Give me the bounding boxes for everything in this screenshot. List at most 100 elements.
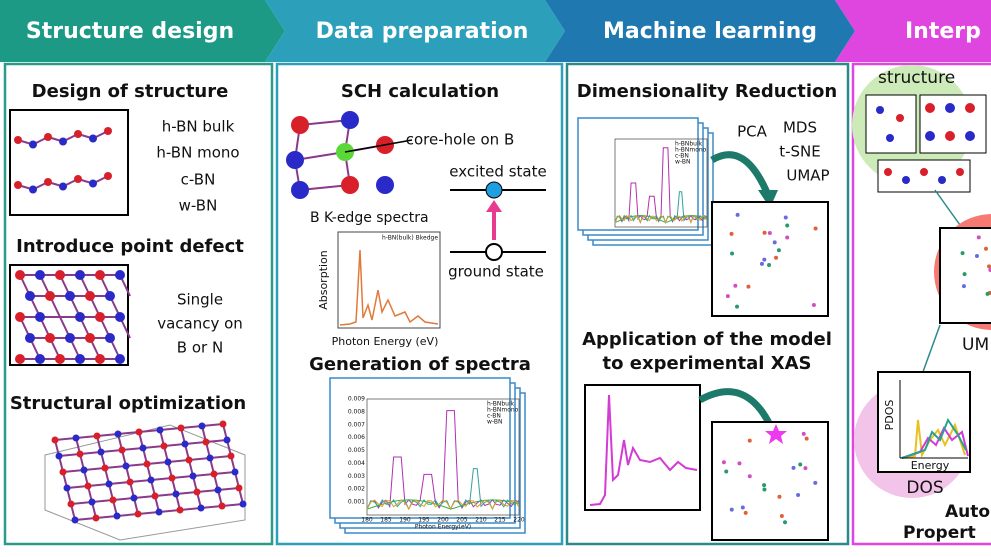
y-tick-label: 0.007: [348, 421, 365, 428]
section-title: SCH calculation: [341, 81, 499, 102]
bond: [142, 445, 165, 449]
atom: [67, 500, 75, 508]
y-label: PDOS: [883, 400, 896, 431]
atom: [876, 106, 884, 114]
atom: [139, 444, 147, 452]
scatter-points: [960, 235, 991, 296]
point: [762, 483, 767, 488]
legend: h-BN(bulk) Bkedge: [382, 235, 438, 242]
y-tick-label: 0.004: [348, 460, 365, 467]
bubble-label: structure: [878, 68, 955, 88]
atom: [71, 516, 79, 524]
bond: [95, 515, 118, 519]
defect-lattice: [15, 270, 131, 364]
atom: [35, 312, 45, 322]
point: [783, 215, 788, 220]
point: [785, 223, 790, 228]
footer-text: Propert: [903, 523, 976, 543]
section-title: Design of structure: [32, 81, 229, 102]
arrow: [698, 388, 774, 427]
bond: [154, 493, 177, 497]
bond: [75, 435, 98, 439]
bond: [158, 509, 181, 513]
defect-text: vacancy on: [157, 315, 243, 333]
connector: [934, 189, 961, 226]
step-label: Machine learning: [603, 19, 817, 44]
atom: [15, 354, 25, 364]
atom: [55, 270, 65, 280]
scatter-points: [721, 431, 818, 525]
spectrum-line: [614, 215, 708, 224]
step-banner: [265, 0, 565, 62]
atom: [105, 291, 115, 301]
plot-area: [614, 138, 708, 228]
bond: [58, 453, 81, 457]
bond: [138, 429, 161, 433]
x-label: Photon Energy(eV): [415, 524, 471, 531]
step-label: Interp: [905, 19, 981, 44]
x-label: Energy: [911, 459, 950, 472]
legend: h-BNbulk: [487, 401, 515, 408]
spectrum-line: [614, 214, 708, 224]
atom: [223, 436, 231, 444]
atom: [74, 175, 82, 183]
section-title: Dimensionality Reduction: [577, 81, 837, 102]
atom: [97, 448, 105, 456]
point: [985, 291, 990, 296]
bond: [104, 465, 127, 469]
point: [747, 474, 752, 479]
hole: [485, 243, 503, 261]
step-label: Data preparation: [316, 19, 529, 44]
atom: [95, 354, 105, 364]
atom: [286, 151, 304, 169]
bond: [117, 431, 140, 435]
level-label: ground state: [448, 263, 544, 281]
bond: [74, 517, 97, 521]
star: [765, 424, 787, 444]
step-banner: [545, 0, 855, 62]
arrow-head: [758, 190, 778, 208]
atom: [156, 426, 164, 434]
bond: [137, 511, 160, 515]
atom: [15, 270, 25, 280]
bond: [121, 447, 144, 451]
point: [777, 494, 782, 499]
atom: [45, 333, 55, 343]
point: [987, 264, 991, 269]
atom: [206, 454, 214, 462]
x-tick-label: 185: [380, 517, 392, 524]
point: [803, 466, 808, 471]
point: [762, 230, 767, 235]
pointer: [344, 139, 413, 153]
bond: [209, 455, 232, 459]
atom: [80, 466, 88, 474]
point: [961, 284, 966, 289]
atom: [89, 179, 97, 188]
atom: [45, 291, 55, 301]
atom: [164, 458, 172, 466]
atom: [376, 176, 394, 194]
atom: [29, 140, 37, 149]
point: [779, 513, 784, 518]
y-tick-label: 0.001: [348, 499, 365, 506]
atom: [25, 333, 35, 343]
core-hole-label: core-hole on B: [406, 131, 515, 149]
atom: [896, 114, 904, 122]
atom: [118, 446, 126, 454]
atom: [105, 333, 115, 343]
cell: [44, 424, 246, 541]
bond: [201, 423, 224, 427]
bond: [192, 473, 215, 477]
atom: [920, 168, 928, 176]
y-tick-label: 0.003: [348, 473, 365, 480]
atom: [104, 172, 112, 180]
point: [782, 520, 787, 525]
atom: [51, 436, 59, 444]
x-label: Photon Energy (eV): [332, 335, 439, 348]
atom: [965, 131, 975, 141]
spectrum-frame: [337, 231, 441, 329]
legend: c-BN: [675, 153, 689, 160]
point: [976, 235, 981, 240]
atom: [65, 333, 75, 343]
